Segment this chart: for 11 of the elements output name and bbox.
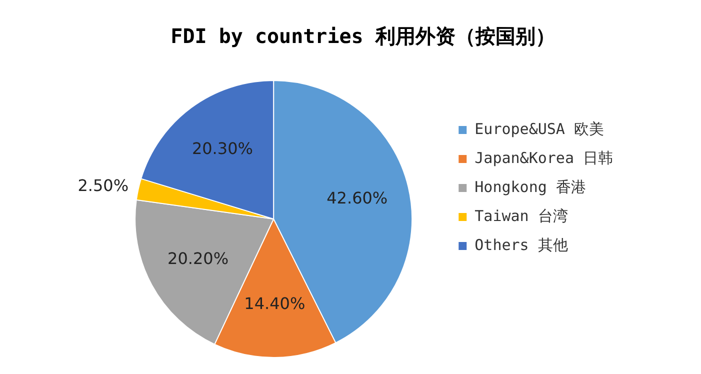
data-label: 14.40% <box>244 294 306 314</box>
data-label: 2.50% <box>78 176 129 196</box>
chart-title: FDI by countries 利用外资（按国别） <box>170 24 556 48</box>
legend-label: Taiwan 台湾 <box>474 206 568 225</box>
data-label: 42.60% <box>326 188 388 208</box>
legend-label: Europe&USA 欧美 <box>474 120 604 138</box>
data-label: 20.20% <box>168 249 229 268</box>
data-label: 20.30% <box>192 139 253 158</box>
legend-label: Hongkong 香港 <box>474 178 586 196</box>
legend-label: Japan&Korea 日韩 <box>474 148 614 167</box>
legend-label: Others 其他 <box>474 236 568 254</box>
